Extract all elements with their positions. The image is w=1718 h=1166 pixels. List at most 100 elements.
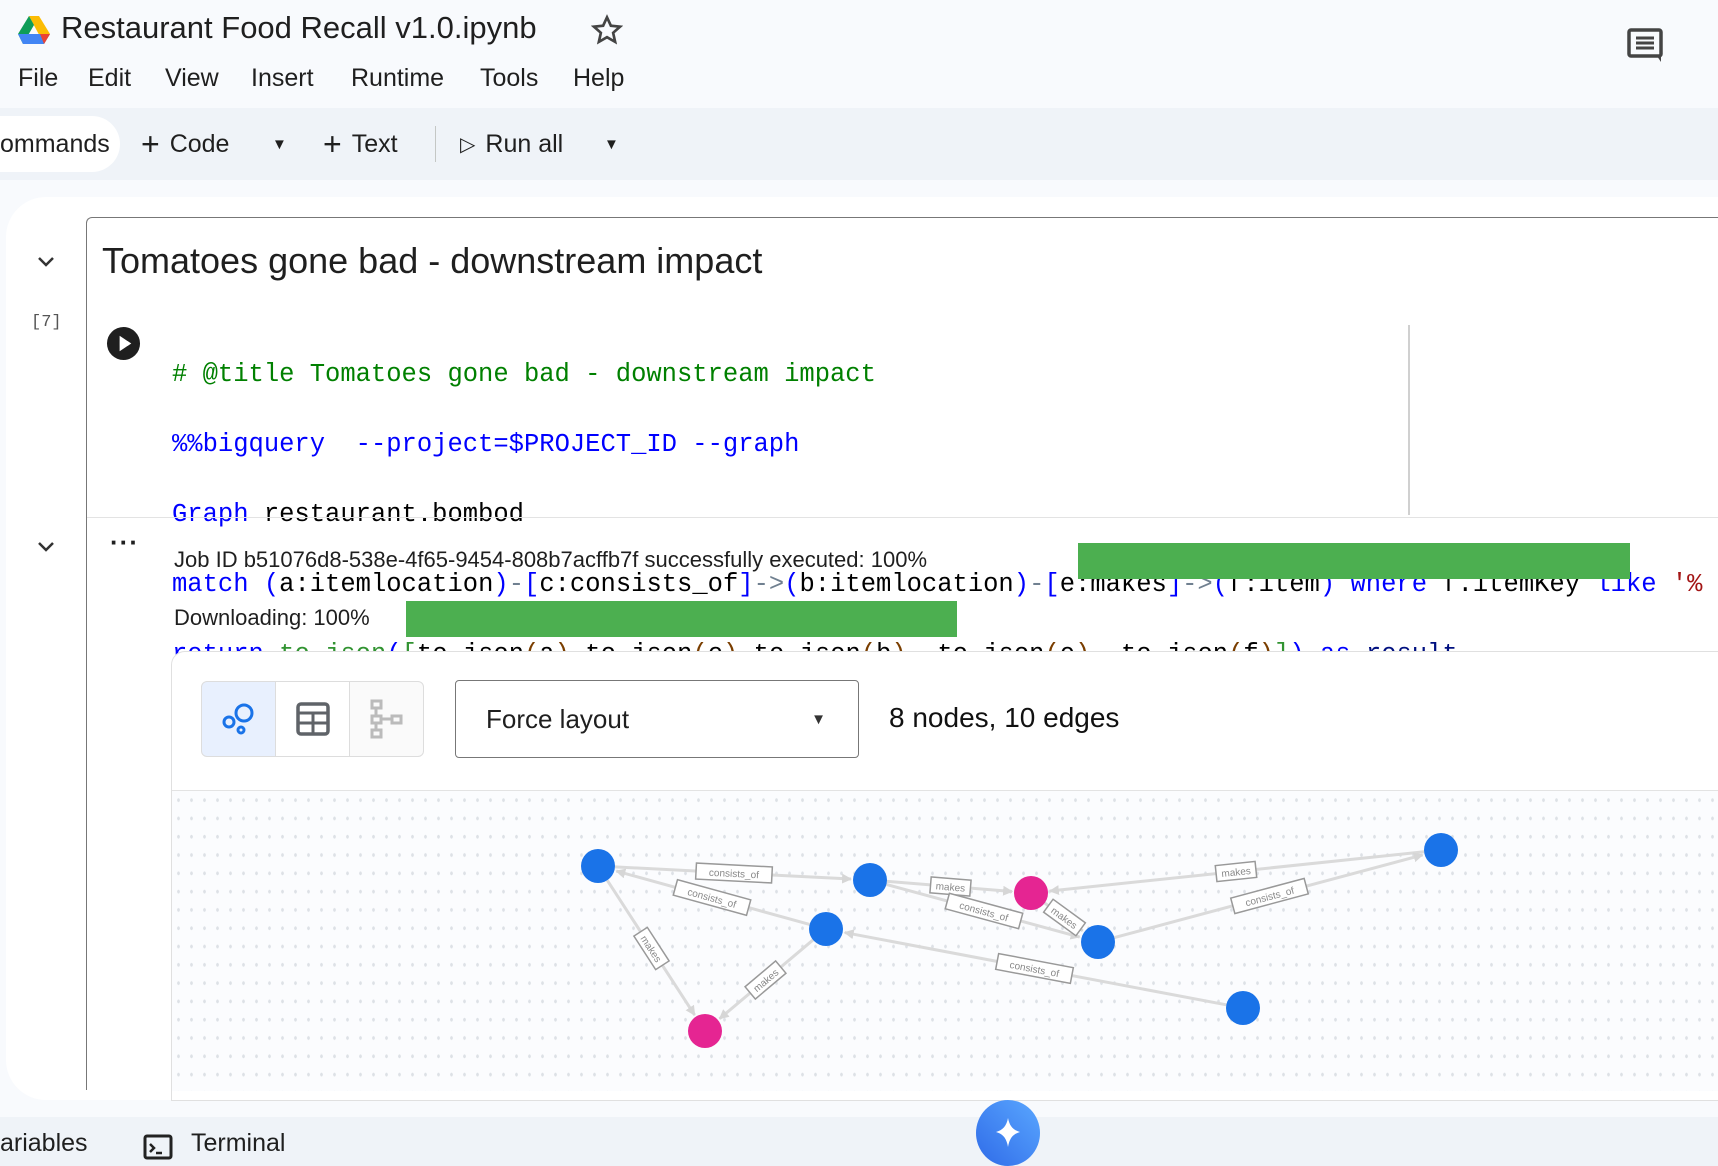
sparkle-icon [996, 1118, 1020, 1147]
terminal-tab[interactable]: Terminal [191, 1129, 286, 1157]
menu-file[interactable]: File [18, 64, 59, 92]
status-bar: ariables Terminal [0, 1117, 1718, 1166]
graph-bubbles-icon [222, 703, 253, 735]
comment-icon[interactable] [1627, 28, 1667, 66]
run-all-label: Run all [485, 129, 564, 158]
plus-icon: + [323, 125, 342, 162]
table-icon [295, 702, 330, 736]
code-cell [86, 217, 1718, 1090]
code-token: - [1029, 570, 1045, 599]
menu-view[interactable]: View [165, 64, 219, 92]
graph-summary: 8 nodes, 10 edges [889, 702, 1120, 733]
code-line-3: Graph restaurant.bombod [172, 497, 1702, 532]
download-progress-fill [406, 601, 957, 637]
code-editor[interactable]: # @title Tomatoes gone bad - downstream … [172, 322, 1702, 707]
graph-node-itemlocation[interactable] [581, 849, 615, 883]
code-line-1: # @title Tomatoes gone bad - downstream … [172, 357, 1702, 392]
graph-edge-consists_of[interactable]: consists_of [614, 862, 853, 884]
graph-canvas[interactable]: consists_of consists_of makes makes makes con… [172, 791, 1718, 1091]
code-token: [ [1044, 570, 1060, 599]
svg-text:makes: makes [1221, 866, 1251, 880]
menu-help[interactable]: Help [573, 64, 625, 92]
job-status-text: Job ID b51076d8-538e-4f65-9454-808b7acff… [174, 547, 928, 572]
graph-node-itemlocation[interactable] [809, 912, 843, 946]
code-token: ) [1013, 570, 1030, 599]
code-args: --project=$PROJECT_ID --graph [325, 430, 800, 459]
graph-edge-makes[interactable]: makes [718, 938, 814, 1020]
star-icon[interactable] [591, 14, 623, 46]
play-outline-icon: ▷ [460, 133, 476, 156]
commands-button[interactable] [0, 116, 120, 172]
plus-icon: + [141, 125, 160, 162]
code-token: -> [753, 570, 785, 599]
graph-node-item[interactable] [1014, 876, 1048, 910]
job-progress-bar [1078, 543, 1630, 579]
run-cell-button[interactable] [106, 326, 141, 361]
edge-label: consists_of [944, 892, 1024, 930]
code-label: Code [169, 129, 230, 158]
toolbar-divider [435, 126, 436, 162]
graph-node-itemlocation[interactable] [1424, 833, 1458, 867]
graph-svg[interactable]: consists_ofconsists_ofmakesmakesmakescon… [172, 791, 1718, 1091]
graph-edge-makes[interactable]: makes [1048, 850, 1425, 896]
table-view-button[interactable] [275, 681, 350, 757]
caret-down-icon: ▼ [272, 135, 287, 153]
commands-label[interactable]: ommands [0, 108, 110, 180]
code-dropdown-button[interactable]: ▼ [272, 108, 287, 180]
toolbar: ommands + Code ▼ + Text ▷ Run all ▼ [0, 108, 1718, 180]
code-token: c:consists_of [539, 570, 739, 599]
code-token: - [508, 570, 525, 599]
graph-node-itemlocation[interactable] [853, 863, 887, 897]
cell-heading: Tomatoes gone bad - downstream impact [102, 240, 763, 281]
edge-label: consists_of [1229, 877, 1310, 915]
code-token: [ [524, 570, 540, 599]
edge-label: consists_of [694, 862, 774, 884]
collapse-chevron-icon[interactable] [34, 250, 58, 274]
menu-edit[interactable]: Edit [88, 64, 132, 92]
edge-label: makes [632, 926, 671, 971]
schema-view-button[interactable] [349, 681, 424, 757]
graph-edge-makes[interactable]: makes [886, 876, 1014, 897]
cell-separator [87, 517, 1718, 518]
caret-down-icon: ▼ [604, 135, 619, 153]
code-token: ( [263, 570, 280, 599]
code-token: ( [784, 570, 800, 599]
code-magic: %%bigquery [172, 430, 326, 459]
code-token: '% [1656, 570, 1703, 599]
menu-runtime[interactable]: Runtime [351, 64, 445, 92]
layout-select-value: Force layout [486, 703, 630, 734]
terminal-icon[interactable] [143, 1134, 173, 1160]
graph-node-item[interactable] [688, 1014, 722, 1048]
svg-text:makes: makes [935, 881, 965, 894]
dropdown-arrow-icon: ▼ [811, 710, 826, 728]
add-text-button[interactable]: + Text [323, 108, 398, 180]
graph-view-button[interactable] [201, 681, 276, 757]
edge-label: consists_of [994, 952, 1075, 985]
code-token [249, 570, 264, 599]
menu-tools[interactable]: Tools [480, 64, 539, 92]
graph-node-itemlocation[interactable] [1226, 991, 1260, 1025]
code-token: ) [493, 570, 509, 599]
code-keyword: Graph [172, 500, 249, 529]
code-line-4: match (a:itemlocation)-[c:consists_of]->… [172, 567, 1702, 602]
output-collapse-chevron-icon[interactable] [34, 535, 58, 559]
variables-tab[interactable]: ariables [0, 1129, 88, 1157]
ruler-line [1408, 325, 1410, 515]
output-menu-icon[interactable]: ··· [110, 527, 139, 557]
commands-text: ommands [0, 129, 110, 158]
add-code-button[interactable]: + Code [141, 108, 229, 180]
code-token: a:itemlocation [279, 570, 494, 599]
menu-insert[interactable]: Insert [251, 64, 314, 92]
graph-node-itemlocation[interactable] [1081, 925, 1115, 959]
code-line-2: %%bigquery --project=$PROJECT_ID --graph [172, 427, 1702, 462]
gemini-button[interactable] [976, 1100, 1040, 1166]
code-token: ] [738, 570, 754, 599]
graph-edge-consists_of[interactable]: consists_of [843, 929, 1227, 1007]
run-all-dropdown-button[interactable]: ▼ [604, 108, 619, 180]
edge-label: makes [929, 876, 972, 897]
run-all-button[interactable]: ▷ Run all [460, 108, 563, 180]
graph-edge-makes[interactable]: makes [605, 879, 696, 1016]
notebook-title[interactable]: Restaurant Food Recall v1.0.ipynb [61, 10, 537, 45]
code-comment: # @title Tomatoes gone bad - downstream … [172, 360, 876, 389]
layout-select[interactable]: Force layout ▼ [455, 680, 859, 758]
